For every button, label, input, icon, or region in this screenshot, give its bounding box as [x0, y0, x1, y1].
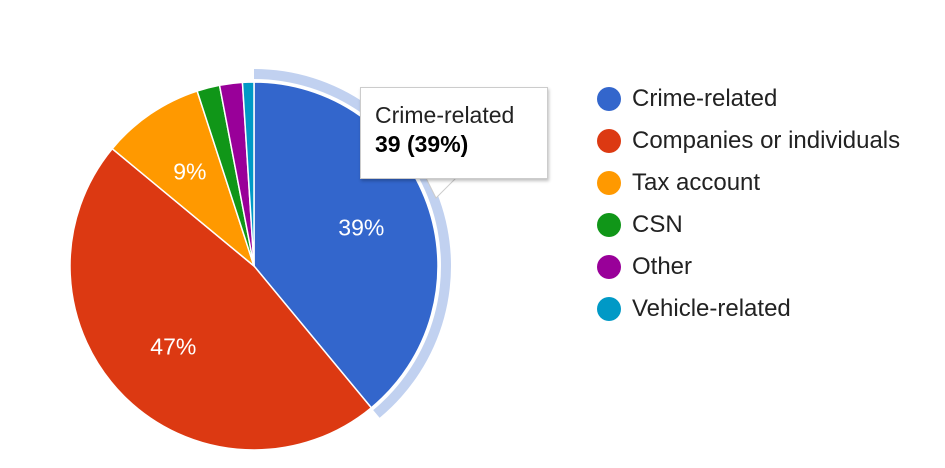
- legend-item-crime-related[interactable]: Crime-related: [597, 78, 937, 120]
- legend-item-other[interactable]: Other: [597, 246, 937, 288]
- legend-swatch-other: [597, 255, 621, 279]
- tooltip-value: 39 (39%): [375, 131, 469, 157]
- legend-label-tax-account: Tax account: [632, 169, 761, 196]
- tooltip-pointer: [425, 177, 457, 199]
- chart-tooltip: Crime-related 39 (39%): [360, 87, 548, 179]
- legend-swatch-crime-related: [597, 87, 621, 111]
- slice-label-tax-account: 9%: [173, 159, 206, 185]
- pie-slice-companies-or-individuals[interactable]: [69, 147, 373, 451]
- legend-label-other: Other: [632, 253, 693, 280]
- chart-legend: Crime-related Companies or individuals Tax…: [597, 78, 937, 330]
- tooltip-series-name: Crime-related: [375, 102, 515, 128]
- legend-swatch-vehicle-related: [597, 297, 621, 321]
- slice-label-crime-related: 39%: [338, 214, 384, 240]
- legend-item-csn[interactable]: CSN: [597, 204, 937, 246]
- legend-swatch-tax-account: [597, 171, 621, 195]
- legend-label-csn: CSN: [632, 211, 683, 238]
- legend-swatch-companies-or-individuals: [597, 129, 621, 153]
- legend-item-vehicle-related[interactable]: Vehicle-related: [597, 288, 937, 330]
- legend-label-crime-related: Crime-related: [632, 85, 778, 112]
- legend-swatch-csn: [597, 213, 621, 237]
- legend-label-vehicle-related: Vehicle-related: [632, 295, 791, 322]
- legend-item-companies-or-individuals[interactable]: Companies or individuals: [597, 120, 937, 162]
- pie-slice-vehicle-related[interactable]: [241, 81, 255, 267]
- legend-item-tax-account[interactable]: Tax account: [597, 162, 937, 204]
- legend-label-companies-or-individuals: Companies or individuals: [632, 127, 901, 154]
- pie-slice-tax-account[interactable]: [111, 90, 256, 269]
- slice-label-companies-or-individuals: 47%: [150, 334, 196, 360]
